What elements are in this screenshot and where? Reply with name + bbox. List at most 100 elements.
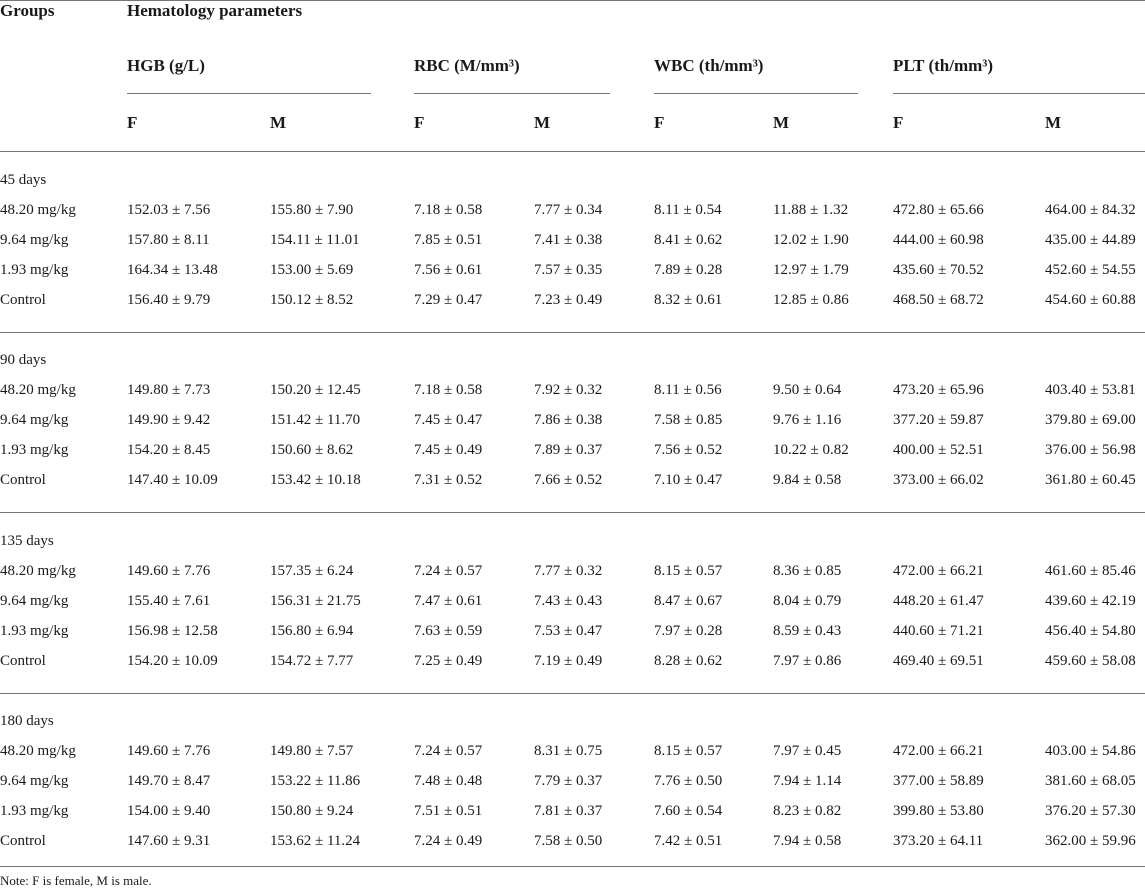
table-cell: 7.56 ± 0.52 <box>654 442 723 458</box>
table-cell: 459.60 ± 58.08 <box>1045 653 1136 669</box>
table-cell: 156.31 ± 21.75 <box>270 593 361 609</box>
table-cell: 399.80 ± 53.80 <box>893 803 984 819</box>
table-cell: 8.59 ± 0.43 <box>773 623 842 639</box>
row-group-label: Control <box>0 472 46 488</box>
table-cell: 452.60 ± 54.55 <box>1045 262 1136 278</box>
table-cell: 7.94 ± 0.58 <box>773 833 842 849</box>
table-cell: 150.20 ± 12.45 <box>270 382 361 398</box>
row-group-label: 48.20 mg/kg <box>0 563 76 579</box>
table-cell: 7.89 ± 0.37 <box>534 442 603 458</box>
table-cell: 8.11 ± 0.54 <box>654 202 722 218</box>
table-cell: 7.97 ± 0.45 <box>773 743 842 759</box>
table-cell: 154.20 ± 10.09 <box>127 653 218 669</box>
table-cell: 472.00 ± 66.21 <box>893 563 984 579</box>
table-cell: 9.84 ± 0.58 <box>773 472 842 488</box>
table-cell: 373.20 ± 64.11 <box>893 833 984 849</box>
table-cell: 7.47 ± 0.61 <box>414 593 483 609</box>
table-note: Note: F is female, M is male. <box>0 873 152 888</box>
section-divider <box>0 332 1145 333</box>
table-cell: 7.24 ± 0.49 <box>414 833 483 849</box>
table-cell: 164.34 ± 13.48 <box>127 262 218 278</box>
table-cell: 156.40 ± 9.79 <box>127 292 211 308</box>
table-cell: 155.80 ± 7.90 <box>270 202 354 218</box>
row-group-label: 9.64 mg/kg <box>0 593 69 609</box>
table-top-rule <box>0 0 1145 1</box>
table-cell: 403.40 ± 53.81 <box>1045 382 1136 398</box>
table-cell: 149.90 ± 9.42 <box>127 412 211 428</box>
table-cell: 362.00 ± 59.96 <box>1045 833 1136 849</box>
section-label: 90 days <box>0 352 47 368</box>
table-cell: 7.45 ± 0.49 <box>414 442 483 458</box>
wbc-underline <box>654 93 858 94</box>
table-cell: 149.80 ± 7.73 <box>127 382 211 398</box>
table-cell: 153.00 ± 5.69 <box>270 262 354 278</box>
table-cell: 454.60 ± 60.88 <box>1045 292 1136 308</box>
table-cell: 440.60 ± 71.21 <box>893 623 984 639</box>
table-cell: 7.97 ± 0.28 <box>654 623 723 639</box>
table-cell: 8.28 ± 0.62 <box>654 653 723 669</box>
table-cell: 456.40 ± 54.80 <box>1045 623 1136 639</box>
table-cell: 7.76 ± 0.50 <box>654 773 723 789</box>
table-cell: 8.15 ± 0.57 <box>654 743 723 759</box>
table-cell: 8.15 ± 0.57 <box>654 563 723 579</box>
table-cell: 12.85 ± 0.86 <box>773 292 849 308</box>
table-cell: 7.92 ± 0.32 <box>534 382 603 398</box>
row-group-label: 9.64 mg/kg <box>0 773 69 789</box>
table-cell: 9.76 ± 1.16 <box>773 412 842 428</box>
table-cell: 376.20 ± 57.30 <box>1045 803 1136 819</box>
section-divider <box>0 512 1145 513</box>
table-cell: 7.18 ± 0.58 <box>414 202 483 218</box>
table-cell: 7.43 ± 0.43 <box>534 593 603 609</box>
row-group-label: 1.93 mg/kg <box>0 803 69 819</box>
table-cell: 149.70 ± 8.47 <box>127 773 211 789</box>
table-cell: 472.00 ± 66.21 <box>893 743 984 759</box>
hgb-male-header: M <box>270 113 287 132</box>
table-cell: 8.41 ± 0.62 <box>654 232 723 248</box>
table-cell: 448.20 ± 61.47 <box>893 593 984 609</box>
row-group-label: 1.93 mg/kg <box>0 262 69 278</box>
table-cell: 7.10 ± 0.47 <box>654 472 723 488</box>
table-cell: 7.57 ± 0.35 <box>534 262 603 278</box>
table-cell: 12.97 ± 1.79 <box>773 262 849 278</box>
table-cell: 7.23 ± 0.49 <box>534 292 603 308</box>
row-group-label: 48.20 mg/kg <box>0 202 76 218</box>
row-group-label: 48.20 mg/kg <box>0 743 76 759</box>
table-cell: 154.11 ± 11.01 <box>270 232 360 248</box>
table-cell: 464.00 ± 84.32 <box>1045 202 1136 218</box>
row-group-label: Control <box>0 292 46 308</box>
table-cell: 7.25 ± 0.49 <box>414 653 483 669</box>
section-divider <box>0 693 1145 694</box>
table-cell: 150.12 ± 8.52 <box>270 292 354 308</box>
table-cell: 154.20 ± 8.45 <box>127 442 211 458</box>
table-cell: 154.72 ± 7.77 <box>270 653 354 669</box>
table-cell: 150.60 ± 8.62 <box>270 442 354 458</box>
table-cell: 153.42 ± 10.18 <box>270 472 361 488</box>
table-cell: 8.32 ± 0.61 <box>654 292 723 308</box>
wbc-female-header: F <box>654 113 665 132</box>
table-cell: 7.60 ± 0.54 <box>654 803 723 819</box>
table-cell: 444.00 ± 60.98 <box>893 232 984 248</box>
table-cell: 150.80 ± 9.24 <box>270 803 354 819</box>
table-cell: 7.58 ± 0.50 <box>534 833 603 849</box>
wbc-male-header: M <box>773 113 790 132</box>
table-cell: 7.86 ± 0.38 <box>534 412 603 428</box>
table-cell: 472.80 ± 65.66 <box>893 202 984 218</box>
table-cell: 7.53 ± 0.47 <box>534 623 603 639</box>
table-cell: 461.60 ± 85.46 <box>1045 563 1136 579</box>
table-cell: 7.31 ± 0.52 <box>414 472 483 488</box>
table-cell: 373.00 ± 66.02 <box>893 472 984 488</box>
table-cell: 381.60 ± 68.05 <box>1045 773 1136 789</box>
row-group-label: 1.93 mg/kg <box>0 442 69 458</box>
table-cell: 11.88 ± 1.32 <box>773 202 849 218</box>
table-cell: 149.60 ± 7.76 <box>127 563 211 579</box>
plt-male-header: M <box>1045 113 1062 132</box>
table-cell: 7.29 ± 0.47 <box>414 292 483 308</box>
rbc-underline <box>414 93 610 94</box>
table-cell: 7.77 ± 0.32 <box>534 563 603 579</box>
table-cell: 379.80 ± 69.00 <box>1045 412 1136 428</box>
table-cell: 7.81 ± 0.37 <box>534 803 603 819</box>
plt-female-header: F <box>893 113 904 132</box>
row-group-label: 9.64 mg/kg <box>0 232 69 248</box>
table-cell: 7.51 ± 0.51 <box>414 803 483 819</box>
table-cell: 8.23 ± 0.82 <box>773 803 842 819</box>
